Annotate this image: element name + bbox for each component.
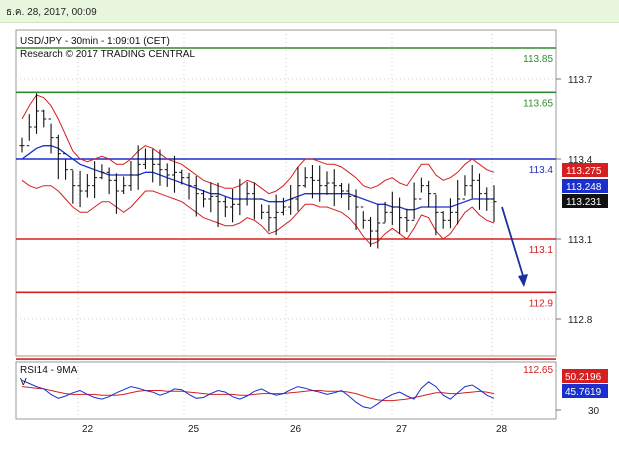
level-label: 112.9 — [529, 298, 554, 309]
x-tick-label: 26 — [290, 424, 302, 435]
x-tick-label: 28 — [496, 424, 508, 435]
rsi-title: RSI14 - 9MA — [20, 365, 78, 376]
rsi-badge — [562, 369, 608, 383]
price-badge — [562, 194, 608, 208]
projection-arrowhead — [518, 274, 528, 288]
main-panel — [15, 29, 557, 357]
x-tick-label: 25 — [188, 424, 200, 435]
y-tick-label: 113.4 — [568, 155, 593, 166]
chart-subtitle: Research © 2017 TRADING CENTRAL — [20, 49, 195, 60]
rsi-badge — [562, 384, 608, 398]
price-badge-label: 113.275 — [566, 166, 602, 177]
rsi-badge-label: 50.2196 — [565, 372, 602, 383]
level-label: 113.1 — [529, 245, 554, 256]
bollinger-upper-line — [21, 94, 495, 195]
level-label: 113.85 — [523, 54, 553, 65]
y-tick-label: 113.1 — [568, 235, 593, 246]
timestamp: ธ.ค. 28, 2017, 00:09 — [6, 7, 97, 18]
projection-arrow — [501, 206, 525, 280]
rsi-y-tick-label: 30 — [588, 406, 600, 417]
price-badge — [562, 163, 608, 177]
y-tick-label: 112.8 — [568, 315, 593, 326]
price-badge-label: 113.231 — [566, 197, 602, 208]
y-tick-label: 113.7 — [568, 75, 593, 86]
header-bar: ธ.ค. 28, 2017, 00:09 — [0, 0, 619, 23]
rsi-line — [21, 379, 495, 409]
level-label: 113.65 — [523, 98, 553, 109]
rsi-badge-label: 45.7619 — [565, 387, 602, 398]
level-label: 112.65 — [523, 365, 553, 376]
chart-title: USD/JPY - 30min - 1:09:01 (CET) — [20, 36, 170, 47]
bollinger-lower-line — [21, 179, 495, 245]
x-tick-label: 22 — [82, 424, 94, 435]
price-badge — [562, 179, 608, 193]
level-label: 113.4 — [529, 165, 554, 176]
x-tick-label: 27 — [396, 424, 408, 435]
price-badge-label: 113.248 — [566, 182, 602, 193]
moving-average-line — [21, 145, 494, 211]
rsi-marker-v: V — [20, 377, 27, 388]
